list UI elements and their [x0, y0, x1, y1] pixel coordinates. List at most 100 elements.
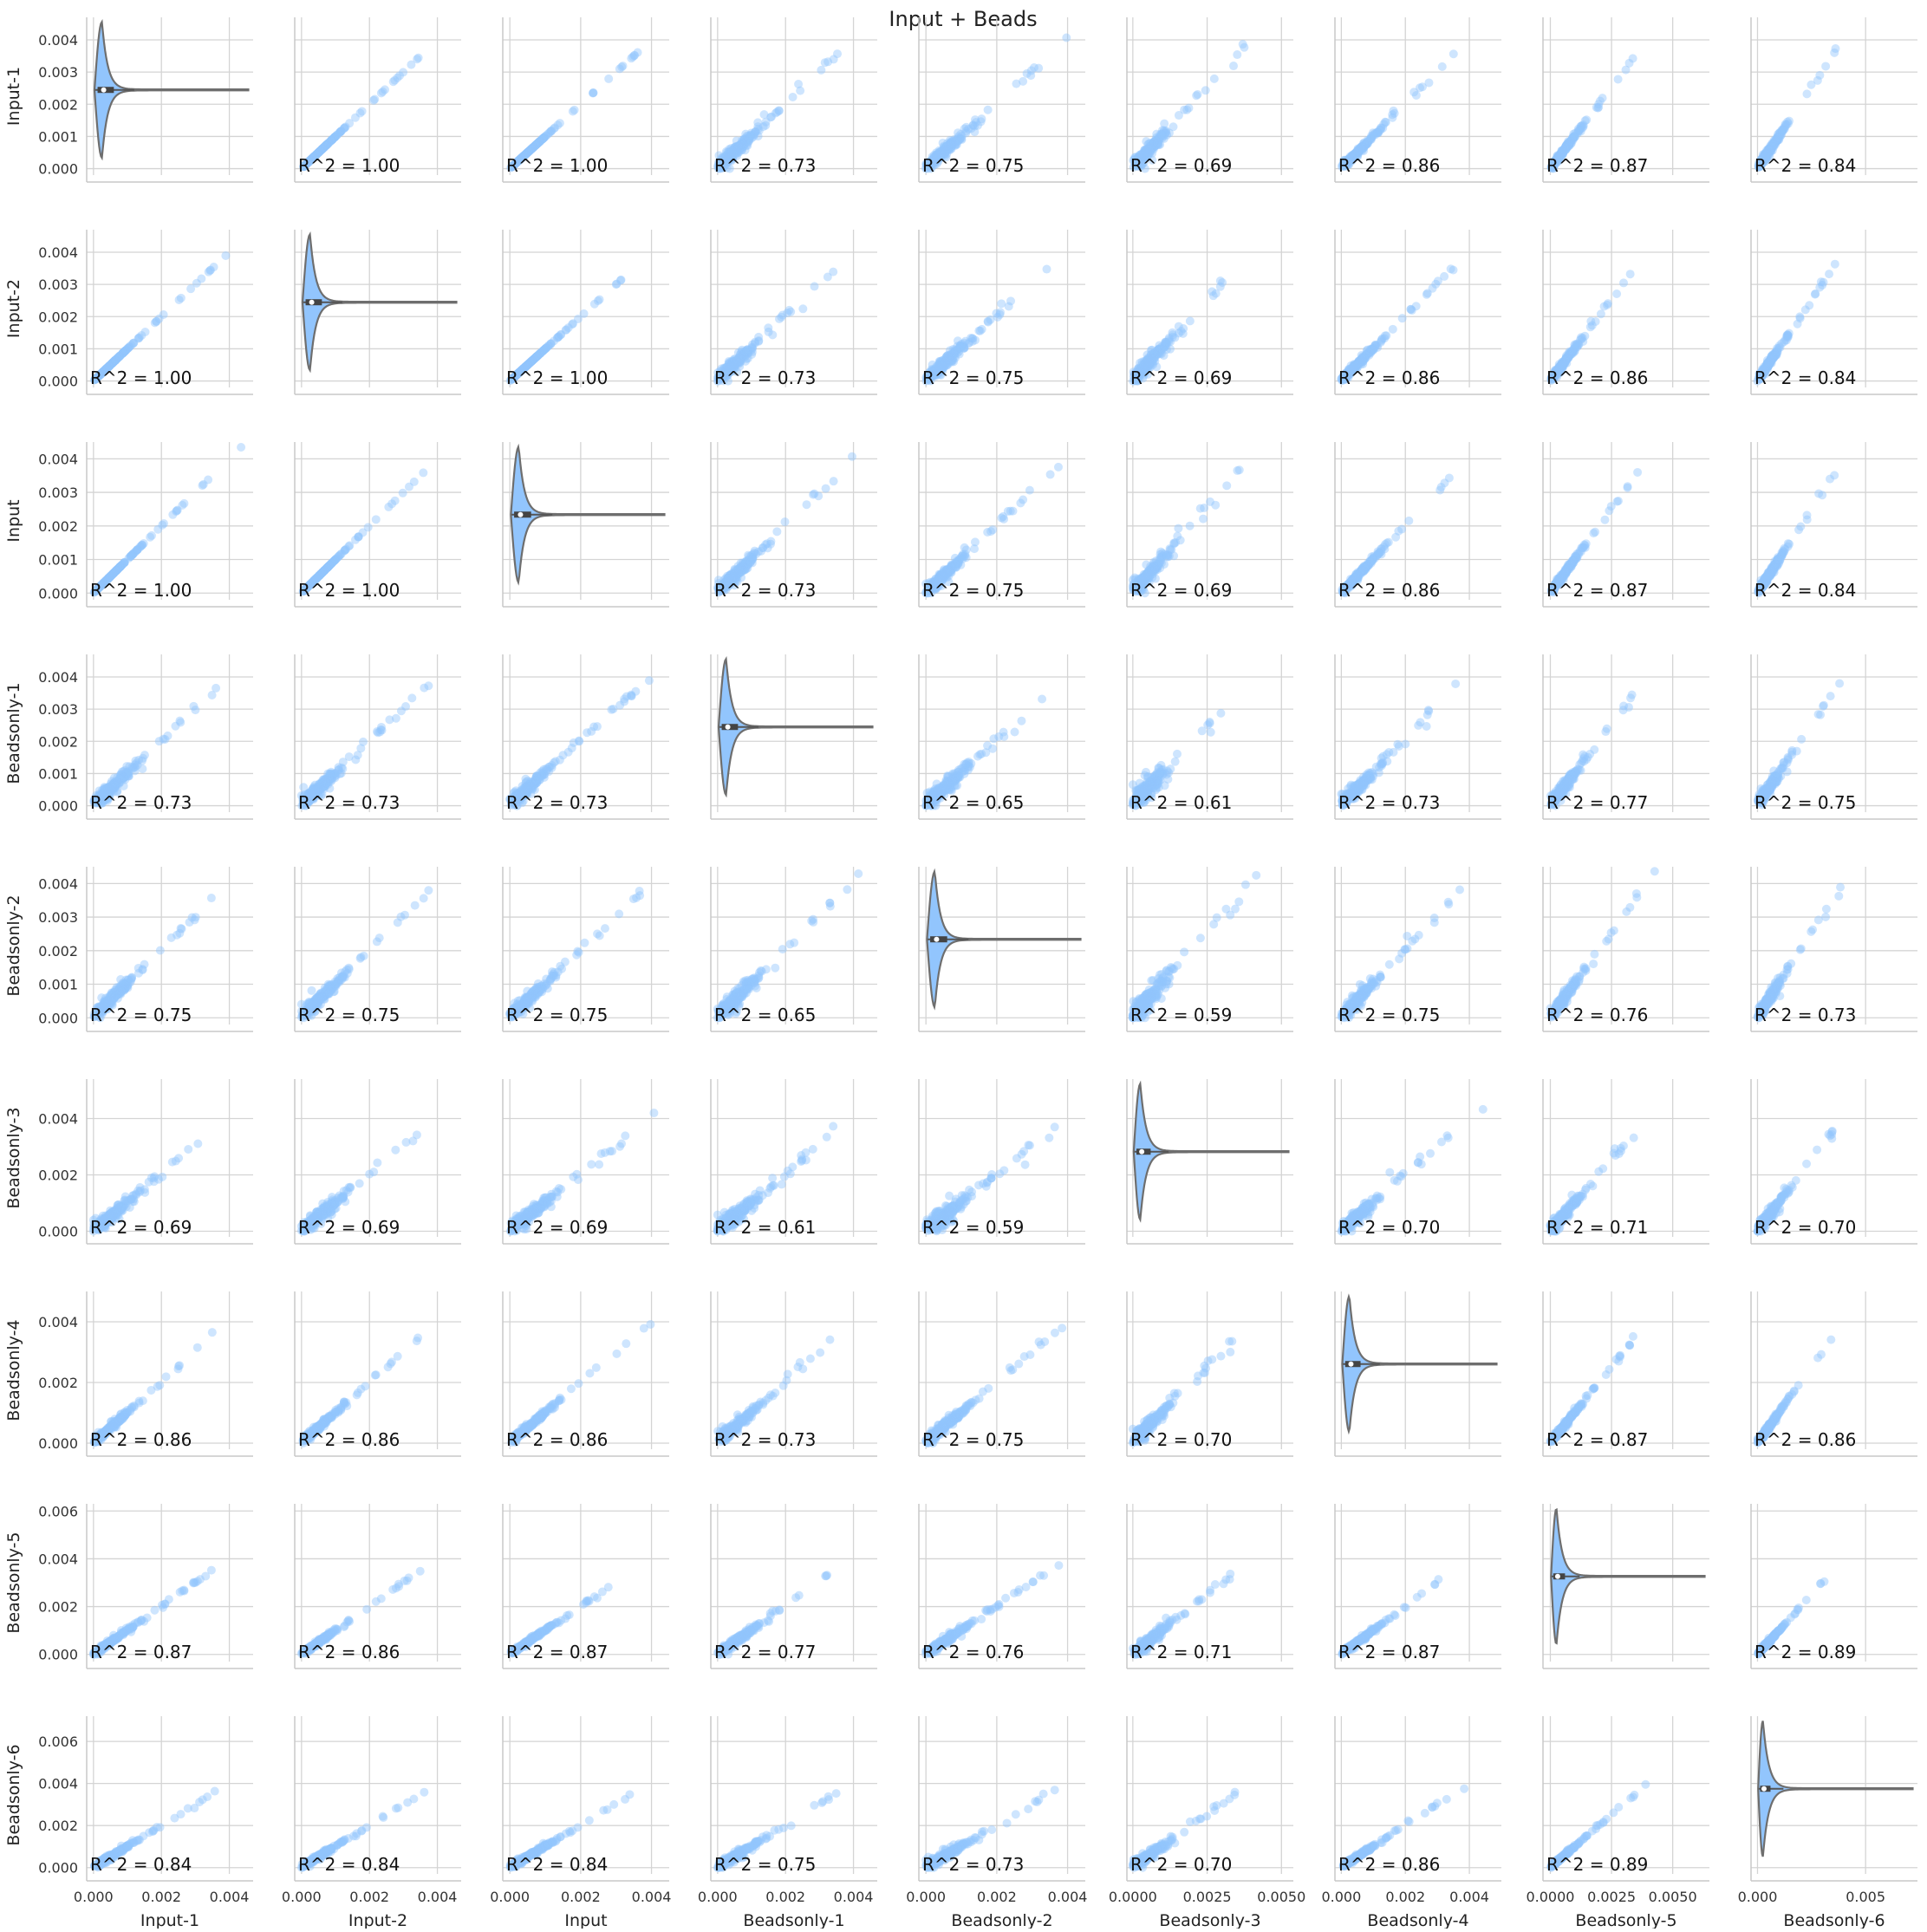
scatter-point	[370, 95, 379, 104]
scatter-point	[1229, 62, 1238, 70]
r-squared-label: R^2 = 0.69	[1130, 155, 1232, 176]
scatter-point	[997, 299, 1006, 308]
scatter-point	[526, 146, 535, 154]
scatter-points	[299, 54, 422, 171]
scatter-point	[331, 556, 340, 564]
scatter-point	[1770, 140, 1779, 149]
scatter-point	[811, 282, 819, 290]
violin-median-marker	[309, 300, 315, 305]
violin-panel-input-2-vs-input-2	[295, 230, 461, 394]
scatter-point	[1802, 89, 1811, 98]
scatter-point	[419, 468, 427, 477]
violin-median-marker	[518, 512, 523, 517]
scatter-panel-input-1-vs-beadsonly-2: R^2 = 0.75	[919, 17, 1085, 182]
r-squared-label: R^2 = 0.86	[1338, 368, 1440, 388]
scatter-point	[1801, 305, 1810, 314]
scatter-points	[299, 468, 428, 595]
scatter-point	[1382, 331, 1390, 340]
scatter-panel-input-vs-beadsonly-1: R^2 = 0.73	[711, 442, 877, 607]
scatter-point	[564, 323, 573, 332]
scatter-point	[1233, 50, 1241, 59]
scatter-point	[413, 55, 421, 63]
scatter-point	[177, 294, 186, 302]
scatter-panel-input-1-vs-beadsonly-1: R^2 = 0.73	[711, 17, 877, 182]
y-tick-label: 0.004	[38, 451, 78, 467]
scatter-point	[1175, 111, 1183, 120]
scatter-point	[1588, 321, 1597, 329]
scatter-point	[121, 346, 130, 355]
scatter-point	[151, 318, 159, 327]
scatter-point	[405, 483, 413, 491]
scatter-point	[1194, 90, 1202, 99]
scatter-panel-input-2-vs-input: R^2 = 1.00	[503, 230, 669, 394]
r-squared-label: R^2 = 0.87	[1546, 155, 1648, 176]
y-tick-label: 0.002	[38, 96, 78, 113]
scatter-point	[333, 131, 342, 140]
scatter-point	[1449, 266, 1458, 275]
y-tick-label: 0.004	[38, 244, 78, 261]
scatter-point	[1429, 284, 1437, 293]
scatter-panel-input-2-vs-beadsonly-4: R^2 = 0.86	[1335, 230, 1501, 394]
scatter-point	[589, 88, 597, 97]
scatter-points	[1753, 260, 1839, 386]
scatter-point	[569, 107, 577, 115]
scatter-point	[1438, 62, 1447, 71]
scatter-point	[798, 304, 807, 313]
scatter-point	[387, 499, 396, 508]
scatter-point	[1363, 348, 1371, 357]
scatter-panel-input-1-vs-input-2: R^2 = 1.00	[295, 17, 461, 182]
scatter-point	[204, 476, 212, 485]
scatter-point	[1210, 75, 1219, 83]
scatter-point	[179, 499, 188, 508]
scatter-point	[817, 66, 825, 75]
scatter-points	[506, 49, 641, 172]
scatter-point	[206, 266, 215, 275]
y-tick-label: 0.000	[38, 161, 78, 178]
scatter-point	[237, 443, 245, 452]
scatter-point	[372, 515, 381, 524]
scatter-point	[399, 68, 407, 76]
scatter-point	[789, 93, 797, 101]
scatter-point	[1795, 312, 1804, 321]
scatter-point	[970, 127, 979, 136]
violin-median-marker	[101, 88, 107, 93]
r-squared-label: R^2 = 1.00	[506, 368, 608, 388]
scatter-point	[796, 87, 804, 95]
scatter-point	[945, 353, 954, 361]
scatter-point	[377, 88, 386, 97]
scatter-point	[1042, 265, 1051, 274]
scatter-point	[580, 309, 589, 318]
scatter-point	[993, 313, 1002, 322]
y-tick-label: 0.002	[38, 518, 78, 535]
scatter-panel-input-2-vs-beadsonly-3: R^2 = 0.69	[1127, 230, 1293, 394]
scatter-point	[971, 115, 980, 124]
scatter-panel-input-1-vs-beadsonly-4: R^2 = 0.86	[1335, 17, 1501, 182]
r-squared-label: R^2 = 1.00	[298, 580, 400, 601]
figure-title: Input + Beads	[889, 7, 1037, 31]
scatter-panel-input-2-vs-beadsonly-5: R^2 = 0.86	[1543, 230, 1709, 394]
scatter-points	[1338, 49, 1458, 171]
scatter-point	[1831, 44, 1839, 53]
r-squared-label: R^2 = 0.73	[714, 368, 816, 388]
scatter-point	[389, 77, 398, 86]
scatter-point	[111, 356, 120, 365]
scatter-point	[984, 318, 993, 327]
scatter-point	[1030, 63, 1038, 72]
scatter-point	[1764, 358, 1773, 367]
scatter-panel-input-1-vs-beadsonly-3: R^2 = 0.69	[1127, 17, 1293, 182]
scatter-point	[615, 64, 624, 73]
scatter-point	[968, 334, 977, 342]
scatter-point	[1418, 82, 1427, 91]
y-tick-label: 0.001	[38, 552, 78, 569]
scatter-point	[1212, 289, 1221, 298]
scatter-points	[1754, 44, 1840, 172]
scatter-point	[317, 569, 326, 578]
scatter-point	[1612, 289, 1621, 298]
scatter-panel-input-2-vs-beadsonly-1: R^2 = 0.73	[711, 230, 877, 394]
violin-panel-input-vs-input	[503, 442, 669, 607]
scatter-point	[399, 489, 407, 498]
y-tick-label: 0.000	[38, 374, 78, 390]
scatter-point	[978, 325, 986, 334]
scatter-panel-input-2-vs-input-1: R^2 = 1.000.0000.0010.0020.0030.004Input…	[4, 230, 253, 394]
